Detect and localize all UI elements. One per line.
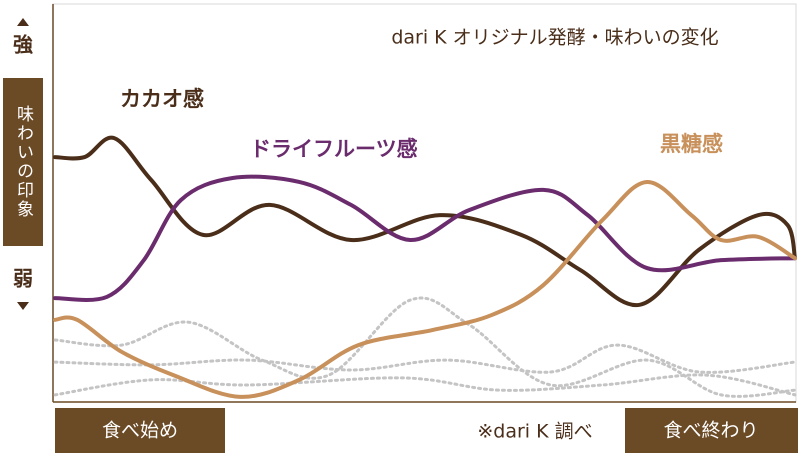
chart-title: dari K オリジナル発酵・味わいの変化 <box>391 27 718 49</box>
dotted-line <box>53 343 797 374</box>
dotted-line <box>53 373 797 397</box>
y-label-high: 強 <box>13 33 33 57</box>
series-label: カカオ感 <box>120 87 204 111</box>
note: ※dari K 調べ <box>477 421 592 443</box>
series-line <box>53 179 797 399</box>
end-box <box>625 408 798 453</box>
plot-frame <box>52 3 797 403</box>
x-label-end: 食べ終わり <box>663 420 758 442</box>
arrow-down <box>17 302 29 310</box>
start-box <box>55 408 225 453</box>
y-label-low: 弱 <box>13 267 33 291</box>
series-line <box>53 174 797 303</box>
x-label-start: 食べ始め <box>102 420 178 442</box>
arrow-up <box>17 18 29 26</box>
y-label: 味わいの印象 <box>13 105 34 219</box>
series-label: ドライフルーツ感 <box>250 137 418 161</box>
series-line <box>53 135 797 307</box>
series-label: 黒糖感 <box>660 132 723 156</box>
dotted-line <box>53 296 797 398</box>
y-label-box <box>3 78 43 246</box>
